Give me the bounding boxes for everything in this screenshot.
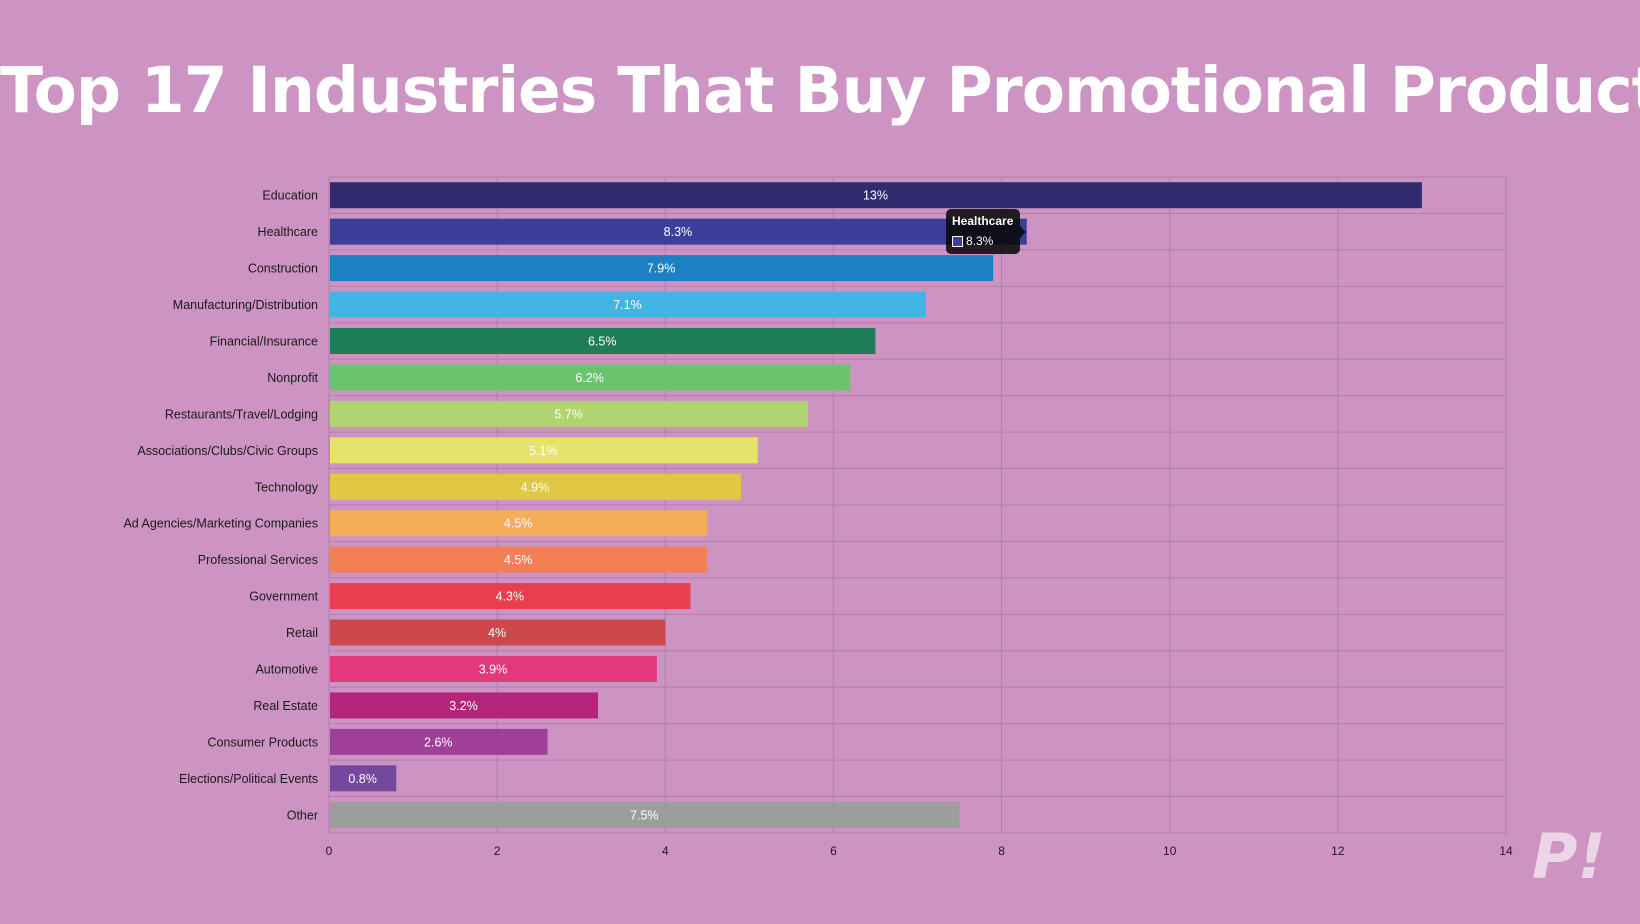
bar-value-label: 6.5%: [588, 335, 617, 349]
tooltip-title: Healthcare: [952, 214, 1014, 228]
category-label: Government: [249, 590, 318, 604]
category-label: Associations/Clubs/Civic Groups: [137, 444, 318, 458]
bar-value-label: 4.3%: [496, 590, 525, 604]
brand-logo: P!: [1532, 820, 1606, 888]
bar-retail[interactable]: [330, 619, 666, 646]
bar-value-label: 4.5%: [504, 553, 533, 567]
bar-associations-clubs-civic-groups[interactable]: [330, 437, 758, 464]
chart-tooltip: Healthcare 8.3%: [946, 209, 1026, 254]
bar-restaurants-travel-lodging[interactable]: [330, 400, 809, 427]
bar-healthcare[interactable]: [330, 218, 1027, 245]
page-title: Top 17 Industries That Buy Promotional P…: [0, 54, 1640, 127]
bar-elections-political-events[interactable]: [330, 765, 397, 792]
x-tick-label: 4: [662, 844, 669, 858]
category-label: Nonprofit: [267, 371, 318, 385]
bar-value-label: 0.8%: [348, 772, 377, 786]
category-label: Other: [287, 808, 318, 822]
bar-value-label: 13%: [863, 189, 888, 203]
tooltip-color-swatch: [952, 235, 963, 247]
bar-education[interactable]: [330, 182, 1422, 209]
bar-value-label: 8.3%: [664, 225, 693, 239]
bar-value-label: 3.9%: [479, 663, 508, 677]
category-label: Financial/Insurance: [210, 335, 318, 349]
category-label: Education: [262, 189, 318, 203]
category-labels: Education Healthcare Construction Manufactu…: [123, 189, 318, 823]
category-label: Elections/Political Events: [179, 772, 318, 786]
bar-value-label: 7.1%: [613, 298, 642, 312]
category-label: Technology: [255, 480, 319, 494]
bar-value-label: 5.1%: [529, 444, 558, 458]
bar-value-label: 7.9%: [647, 262, 676, 276]
bar-automotive[interactable]: [330, 656, 657, 682]
grid-lines: [328, 176, 1507, 834]
bar-value-label: 6.2%: [575, 371, 604, 385]
bar-nonprofit[interactable]: [330, 364, 851, 391]
category-label: Professional Services: [198, 553, 318, 567]
tooltip-row: 8.3%: [952, 234, 1020, 248]
category-label: Construction: [248, 262, 318, 276]
x-tick-label: 6: [830, 844, 837, 858]
x-axis-ticks: 0 2 4 6 8 10 12 14: [326, 844, 1513, 858]
bar-other[interactable]: [330, 801, 960, 828]
x-tick-label: 0: [326, 844, 333, 858]
bar-technology[interactable]: [330, 473, 741, 500]
x-tick-label: 14: [1499, 844, 1513, 858]
bar-professional-services[interactable]: [330, 546, 708, 573]
bar-real-estate[interactable]: [330, 692, 599, 719]
category-label: Consumer Products: [208, 735, 318, 749]
bar-value-label: 3.2%: [449, 699, 478, 713]
bar-ad-agencies-marketing-companies[interactable]: [330, 510, 708, 537]
category-label: Manufacturing/Distribution: [173, 298, 318, 312]
bar-financial-insurance[interactable]: [330, 328, 876, 354]
bar-value-label: 2.6%: [424, 735, 453, 749]
bar-construction[interactable]: [330, 255, 994, 282]
bar-manufacturing-distribution[interactable]: [330, 291, 926, 318]
bar-value-label: 4%: [488, 626, 506, 640]
tooltip-value: 8.3%: [966, 234, 994, 248]
x-tick-label: 8: [998, 844, 1005, 858]
bar-value-label: 4.9%: [521, 480, 550, 494]
category-label: Restaurants/Travel/Lodging: [165, 407, 318, 421]
x-tick-label: 2: [494, 844, 501, 858]
bar-value-label: 4.5%: [504, 517, 533, 531]
bar-value-label: 5.7%: [554, 407, 583, 421]
category-label: Healthcare: [258, 225, 318, 239]
bar-value-label: 7.5%: [630, 808, 659, 822]
bar-government[interactable]: [330, 583, 691, 610]
category-label: Retail: [286, 626, 318, 640]
logo-text: P!: [1532, 820, 1606, 888]
category-label: Ad Agencies/Marketing Companies: [123, 517, 318, 531]
x-tick-label: 10: [1163, 844, 1177, 858]
bar-consumer-products[interactable]: [330, 728, 548, 755]
category-label: Real Estate: [253, 699, 318, 713]
x-tick-label: 12: [1331, 844, 1345, 858]
bars: 13% 8.3% 7.9% 7.1% 6.5% 6.2% 5.7% 5.1% 4.9% 4.5% 4…: [330, 182, 1422, 828]
category-label: Automotive: [255, 663, 318, 677]
